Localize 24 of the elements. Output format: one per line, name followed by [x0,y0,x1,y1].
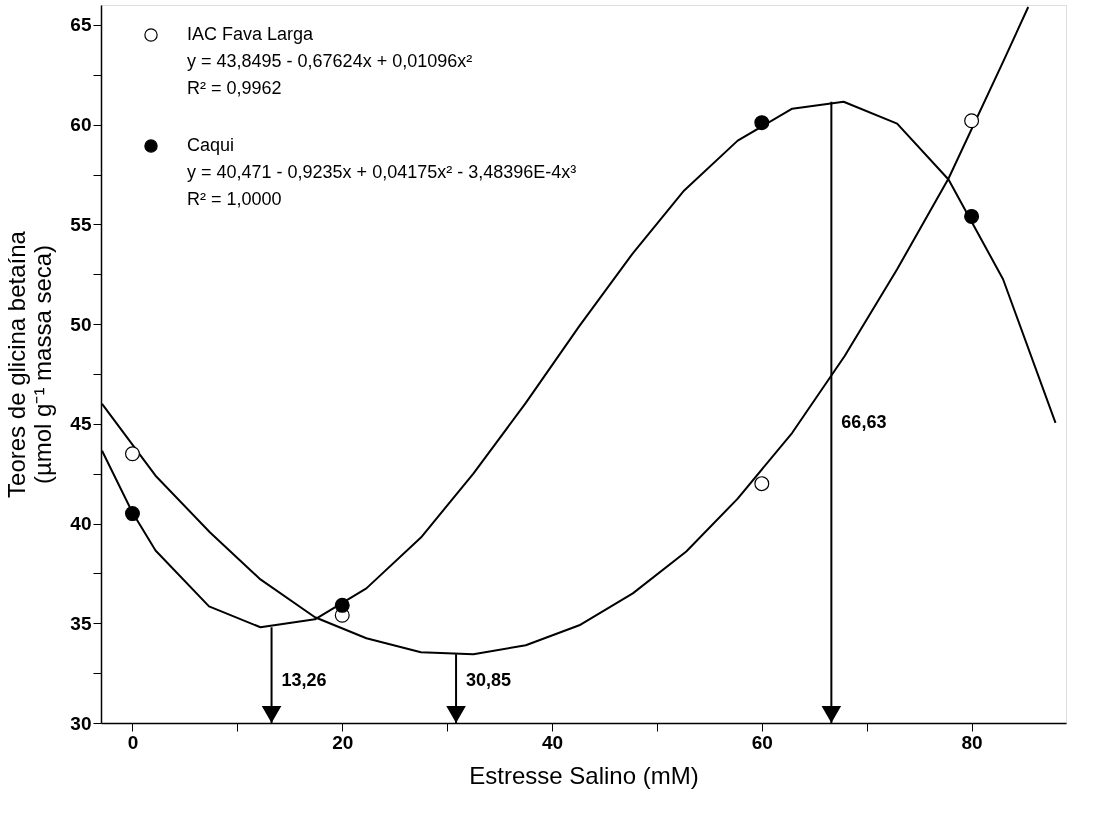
legend-label: Caqui [187,135,235,155]
annotation: R² = 0,9962 [187,78,282,98]
y-tick-label: 65 [70,14,92,36]
y-tick-label: 50 [70,313,92,335]
y-tick-label: 40 [70,513,92,535]
annotation: R² = 1,0000 [187,189,282,209]
y-tick-label: 35 [70,612,92,634]
y-tick-label: 60 [70,114,92,136]
x-tick-label: 0 [127,731,139,753]
x-tick-label: 80 [961,731,983,753]
x-tick-label: 20 [332,731,354,753]
y-tick-label: 45 [70,413,92,435]
annotation: 13,26 [281,670,327,691]
y-axis-title: Teores de glicina betaína (µmol g⁻¹ massa seca) [3,230,57,498]
annotation: 30,85 [466,670,512,691]
x-tick-label: 60 [751,731,773,753]
annotation: y = 43,8495 - 0,67624x + 0,01096x² [187,51,473,71]
x-tick-label: 40 [541,731,564,753]
legend-label: IAC Fava Larga [187,24,315,44]
annotation: 66,63 [841,411,887,432]
y-tick-label: 30 [70,712,92,734]
annotation: y = 40,471 - 0,9235x + 0,04175x² - 3,48396E-4x³ [187,162,577,182]
x-axis-title: Estresse Salino (mM) [469,761,699,789]
y-tick-label: 55 [70,213,92,235]
